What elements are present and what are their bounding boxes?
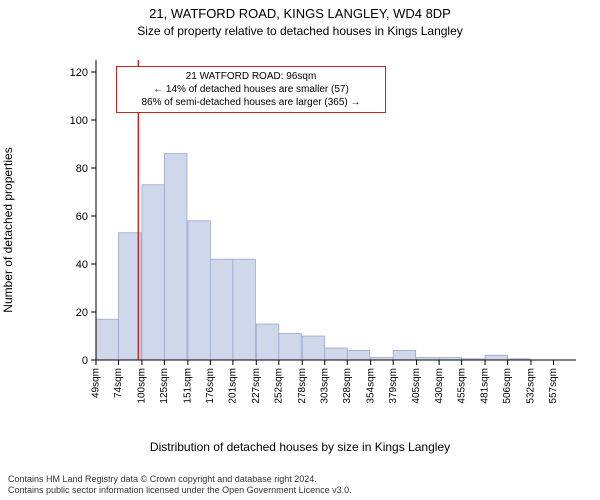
bar [393, 350, 416, 360]
x-tick-label: 430sqm [434, 368, 445, 404]
bar [96, 319, 119, 360]
x-tick-label: 278sqm [297, 368, 308, 404]
x-tick-label: 455sqm [456, 368, 467, 404]
bar [256, 324, 279, 360]
x-tick-label: 201sqm [228, 368, 239, 404]
x-tick-label: 354sqm [365, 368, 376, 404]
y-tick-label: 20 [76, 307, 88, 319]
title-line2: Size of property relative to detached ho… [0, 24, 600, 38]
bar [142, 185, 165, 360]
x-tick-label: 151sqm [183, 368, 194, 404]
annotation-line1: 21 WATFORD ROAD: 96sqm [123, 70, 379, 83]
y-tick-label: 40 [76, 259, 88, 271]
bar [210, 259, 233, 360]
x-tick-label: 557sqm [548, 368, 559, 404]
annotation-line2: ← 14% of detached houses are smaller (57… [123, 83, 379, 96]
x-tick-label: 227sqm [251, 368, 262, 404]
chart-area: 0 20 40 60 80 100 120 49sqm 74sqm 100sqm 125sqm 151… [60, 50, 580, 420]
footer-line1: Contains HM Land Registry data © Crown c… [8, 474, 352, 485]
bar [302, 336, 325, 360]
x-tick-label: 100sqm [137, 368, 148, 404]
annotation-line3: 86% of semi-detached houses are larger (… [123, 96, 379, 109]
y-tick-label: 120 [70, 67, 88, 79]
y-axis-label: Number of detached properties [1, 147, 15, 312]
bar [325, 348, 348, 360]
y-tick-label: 0 [82, 355, 88, 367]
bar [279, 334, 302, 360]
y-tick-label: 80 [76, 163, 88, 175]
x-tick-label: 303sqm [319, 368, 330, 404]
bar [188, 221, 211, 360]
x-tick-label: 176sqm [205, 368, 216, 404]
x-tick-label: 74sqm [113, 368, 124, 398]
x-tick-label: 405sqm [411, 368, 422, 404]
page-root: 21, WATFORD ROAD, KINGS LANGLEY, WD4 8DP… [0, 0, 600, 500]
bar [347, 350, 370, 360]
bar [485, 355, 508, 360]
x-axis-label: Distribution of detached houses by size … [0, 440, 600, 454]
x-tick-label: 532sqm [526, 368, 537, 404]
bar [164, 154, 187, 360]
x-tick-label: 49sqm [91, 368, 102, 398]
x-tick-label: 481sqm [480, 368, 491, 404]
footer-line2: Contains public sector information licen… [8, 485, 352, 496]
x-tick-label: 125sqm [159, 368, 170, 404]
x-tick-label: 506sqm [502, 368, 513, 404]
x-tick-label: 379sqm [388, 368, 399, 404]
annotation-box: 21 WATFORD ROAD: 96sqm ← 14% of detached… [116, 66, 386, 113]
footer: Contains HM Land Registry data © Crown c… [8, 474, 352, 497]
y-tick-label: 60 [76, 211, 88, 223]
x-tick-label: 252sqm [273, 368, 284, 404]
y-tick-label: 100 [70, 115, 88, 127]
bar [233, 259, 256, 360]
x-tick-label: 328sqm [342, 368, 353, 404]
title-line1: 21, WATFORD ROAD, KINGS LANGLEY, WD4 8DP [0, 6, 600, 21]
